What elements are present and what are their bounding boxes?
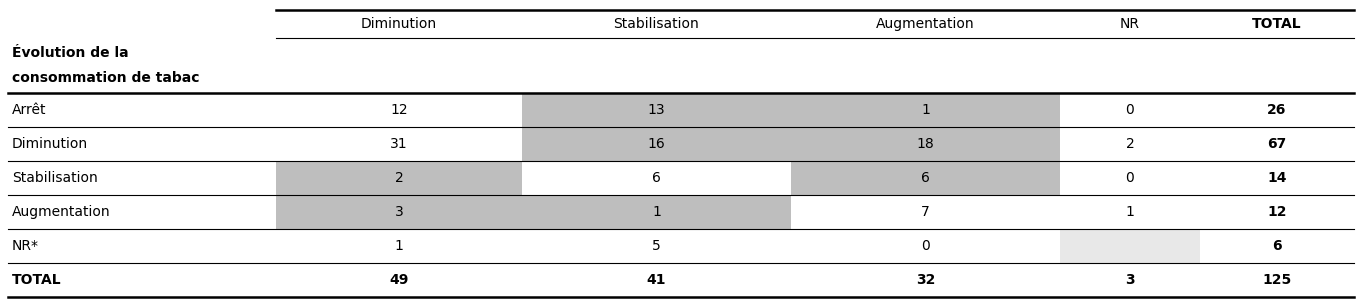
Text: Arrêt: Arrêt: [12, 103, 46, 117]
Text: 31: 31: [390, 137, 407, 151]
Text: 6: 6: [652, 171, 661, 185]
Text: 49: 49: [390, 273, 409, 287]
Bar: [1060, 229, 1200, 263]
Text: 12: 12: [1267, 205, 1287, 219]
Text: Stabilisation: Stabilisation: [12, 171, 98, 185]
Bar: [791, 127, 1060, 161]
Text: consommation de tabac: consommation de tabac: [12, 70, 199, 84]
Text: Diminution: Diminution: [12, 137, 89, 151]
Text: 6: 6: [921, 171, 930, 185]
Bar: [791, 93, 1060, 127]
Text: TOTAL: TOTAL: [12, 273, 61, 287]
Text: 16: 16: [647, 137, 666, 151]
Text: 26: 26: [1267, 103, 1287, 117]
Bar: [522, 127, 791, 161]
Text: 2: 2: [1125, 137, 1135, 151]
Text: 1: 1: [921, 103, 930, 117]
Text: 1: 1: [1125, 205, 1135, 219]
Text: 1: 1: [395, 239, 403, 253]
Text: 12: 12: [390, 103, 407, 117]
Text: Augmentation: Augmentation: [12, 205, 110, 219]
Text: 7: 7: [921, 205, 930, 219]
Text: 6: 6: [1272, 239, 1282, 253]
Bar: [276, 161, 522, 195]
Text: 5: 5: [652, 239, 661, 253]
Text: NR: NR: [1120, 17, 1140, 31]
Text: Diminution: Diminution: [361, 17, 437, 31]
Text: Stabilisation: Stabilisation: [614, 17, 699, 31]
Text: 3: 3: [395, 205, 403, 219]
Text: TOTAL: TOTAL: [1252, 17, 1302, 31]
Text: 14: 14: [1267, 171, 1287, 185]
Text: 1: 1: [652, 205, 661, 219]
Text: Évolution de la: Évolution de la: [12, 46, 128, 60]
Text: 18: 18: [917, 137, 934, 151]
Bar: [522, 195, 791, 229]
Text: 125: 125: [1263, 273, 1291, 287]
Text: 0: 0: [1125, 103, 1135, 117]
Text: Augmentation: Augmentation: [876, 17, 975, 31]
Bar: [791, 161, 1060, 195]
Bar: [276, 195, 522, 229]
Text: 3: 3: [1125, 273, 1135, 287]
Text: 2: 2: [395, 171, 403, 185]
Text: 13: 13: [648, 103, 665, 117]
Text: 0: 0: [1125, 171, 1135, 185]
Text: 32: 32: [915, 273, 936, 287]
Text: NR*: NR*: [12, 239, 39, 253]
Bar: [522, 93, 791, 127]
Text: 41: 41: [647, 273, 666, 287]
Text: 0: 0: [921, 239, 930, 253]
Text: 67: 67: [1268, 137, 1287, 151]
